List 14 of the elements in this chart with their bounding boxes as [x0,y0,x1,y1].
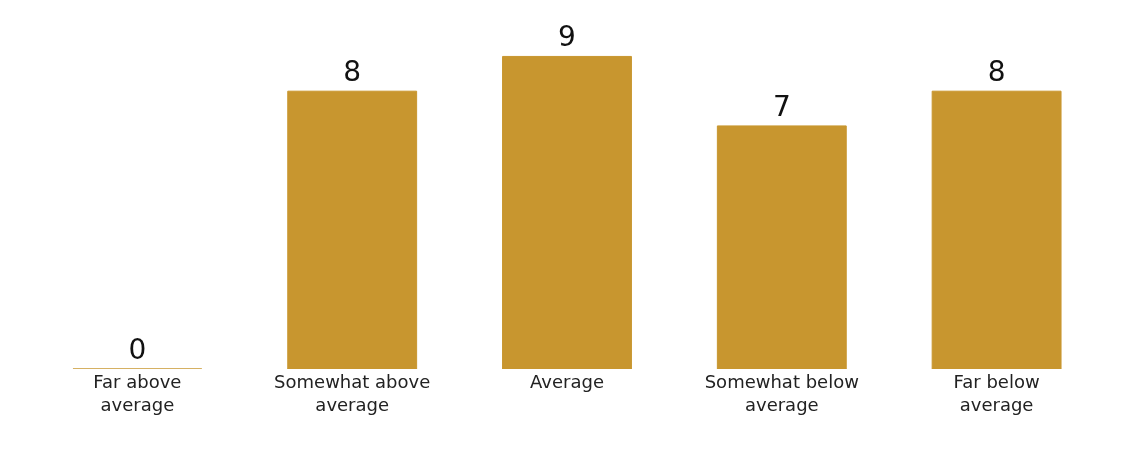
x-tick-label: Somewhat above average [274,371,431,416]
bar [502,55,632,369]
data-label: 8 [343,55,362,89]
x-tick-label: Average [530,371,604,392]
bar [931,90,1062,369]
bar [287,90,418,369]
bar [716,125,847,369]
data-label: 9 [558,20,576,54]
data-label: 7 [772,89,791,123]
x-tick-label: Far below average [953,371,1040,416]
data-label: 8 [987,55,1006,89]
x-tick-label: Somewhat below average [704,371,859,416]
x-tick-label: Far above average [93,371,182,416]
data-label: 0 [128,333,147,366]
